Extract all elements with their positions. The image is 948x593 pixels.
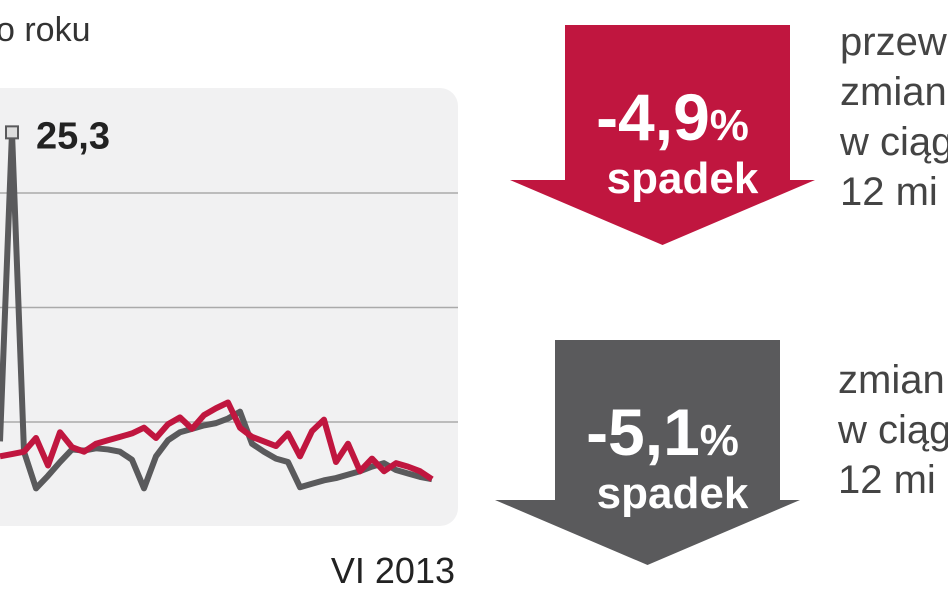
description-line: zmian — [840, 70, 947, 114]
change-number: -5,1 — [586, 395, 700, 469]
arrow — [495, 340, 800, 565]
arrow — [510, 25, 815, 245]
peak-marker — [5, 125, 19, 140]
change-word: spadek — [607, 154, 759, 203]
description-line: 12 mi — [840, 170, 938, 214]
subtitle: o roku — [0, 11, 91, 49]
description-line: w ciąg — [839, 120, 948, 164]
description-line: zmian — [838, 358, 945, 402]
change-word: spadek — [597, 469, 749, 518]
description-line: w ciąg — [837, 408, 948, 452]
change-unit: % — [710, 101, 749, 150]
data-label: 25,3 — [36, 115, 110, 157]
series-line — [0, 399, 434, 482]
x-label: VI 2013 — [331, 550, 455, 591]
change-value: -5,1% — [586, 395, 739, 469]
change-value: -4,9% — [596, 80, 749, 154]
change-number: -4,9 — [596, 80, 710, 154]
description-line: 12 mi — [838, 458, 936, 502]
description-line: przew — [840, 20, 947, 64]
change-unit: % — [700, 416, 739, 465]
